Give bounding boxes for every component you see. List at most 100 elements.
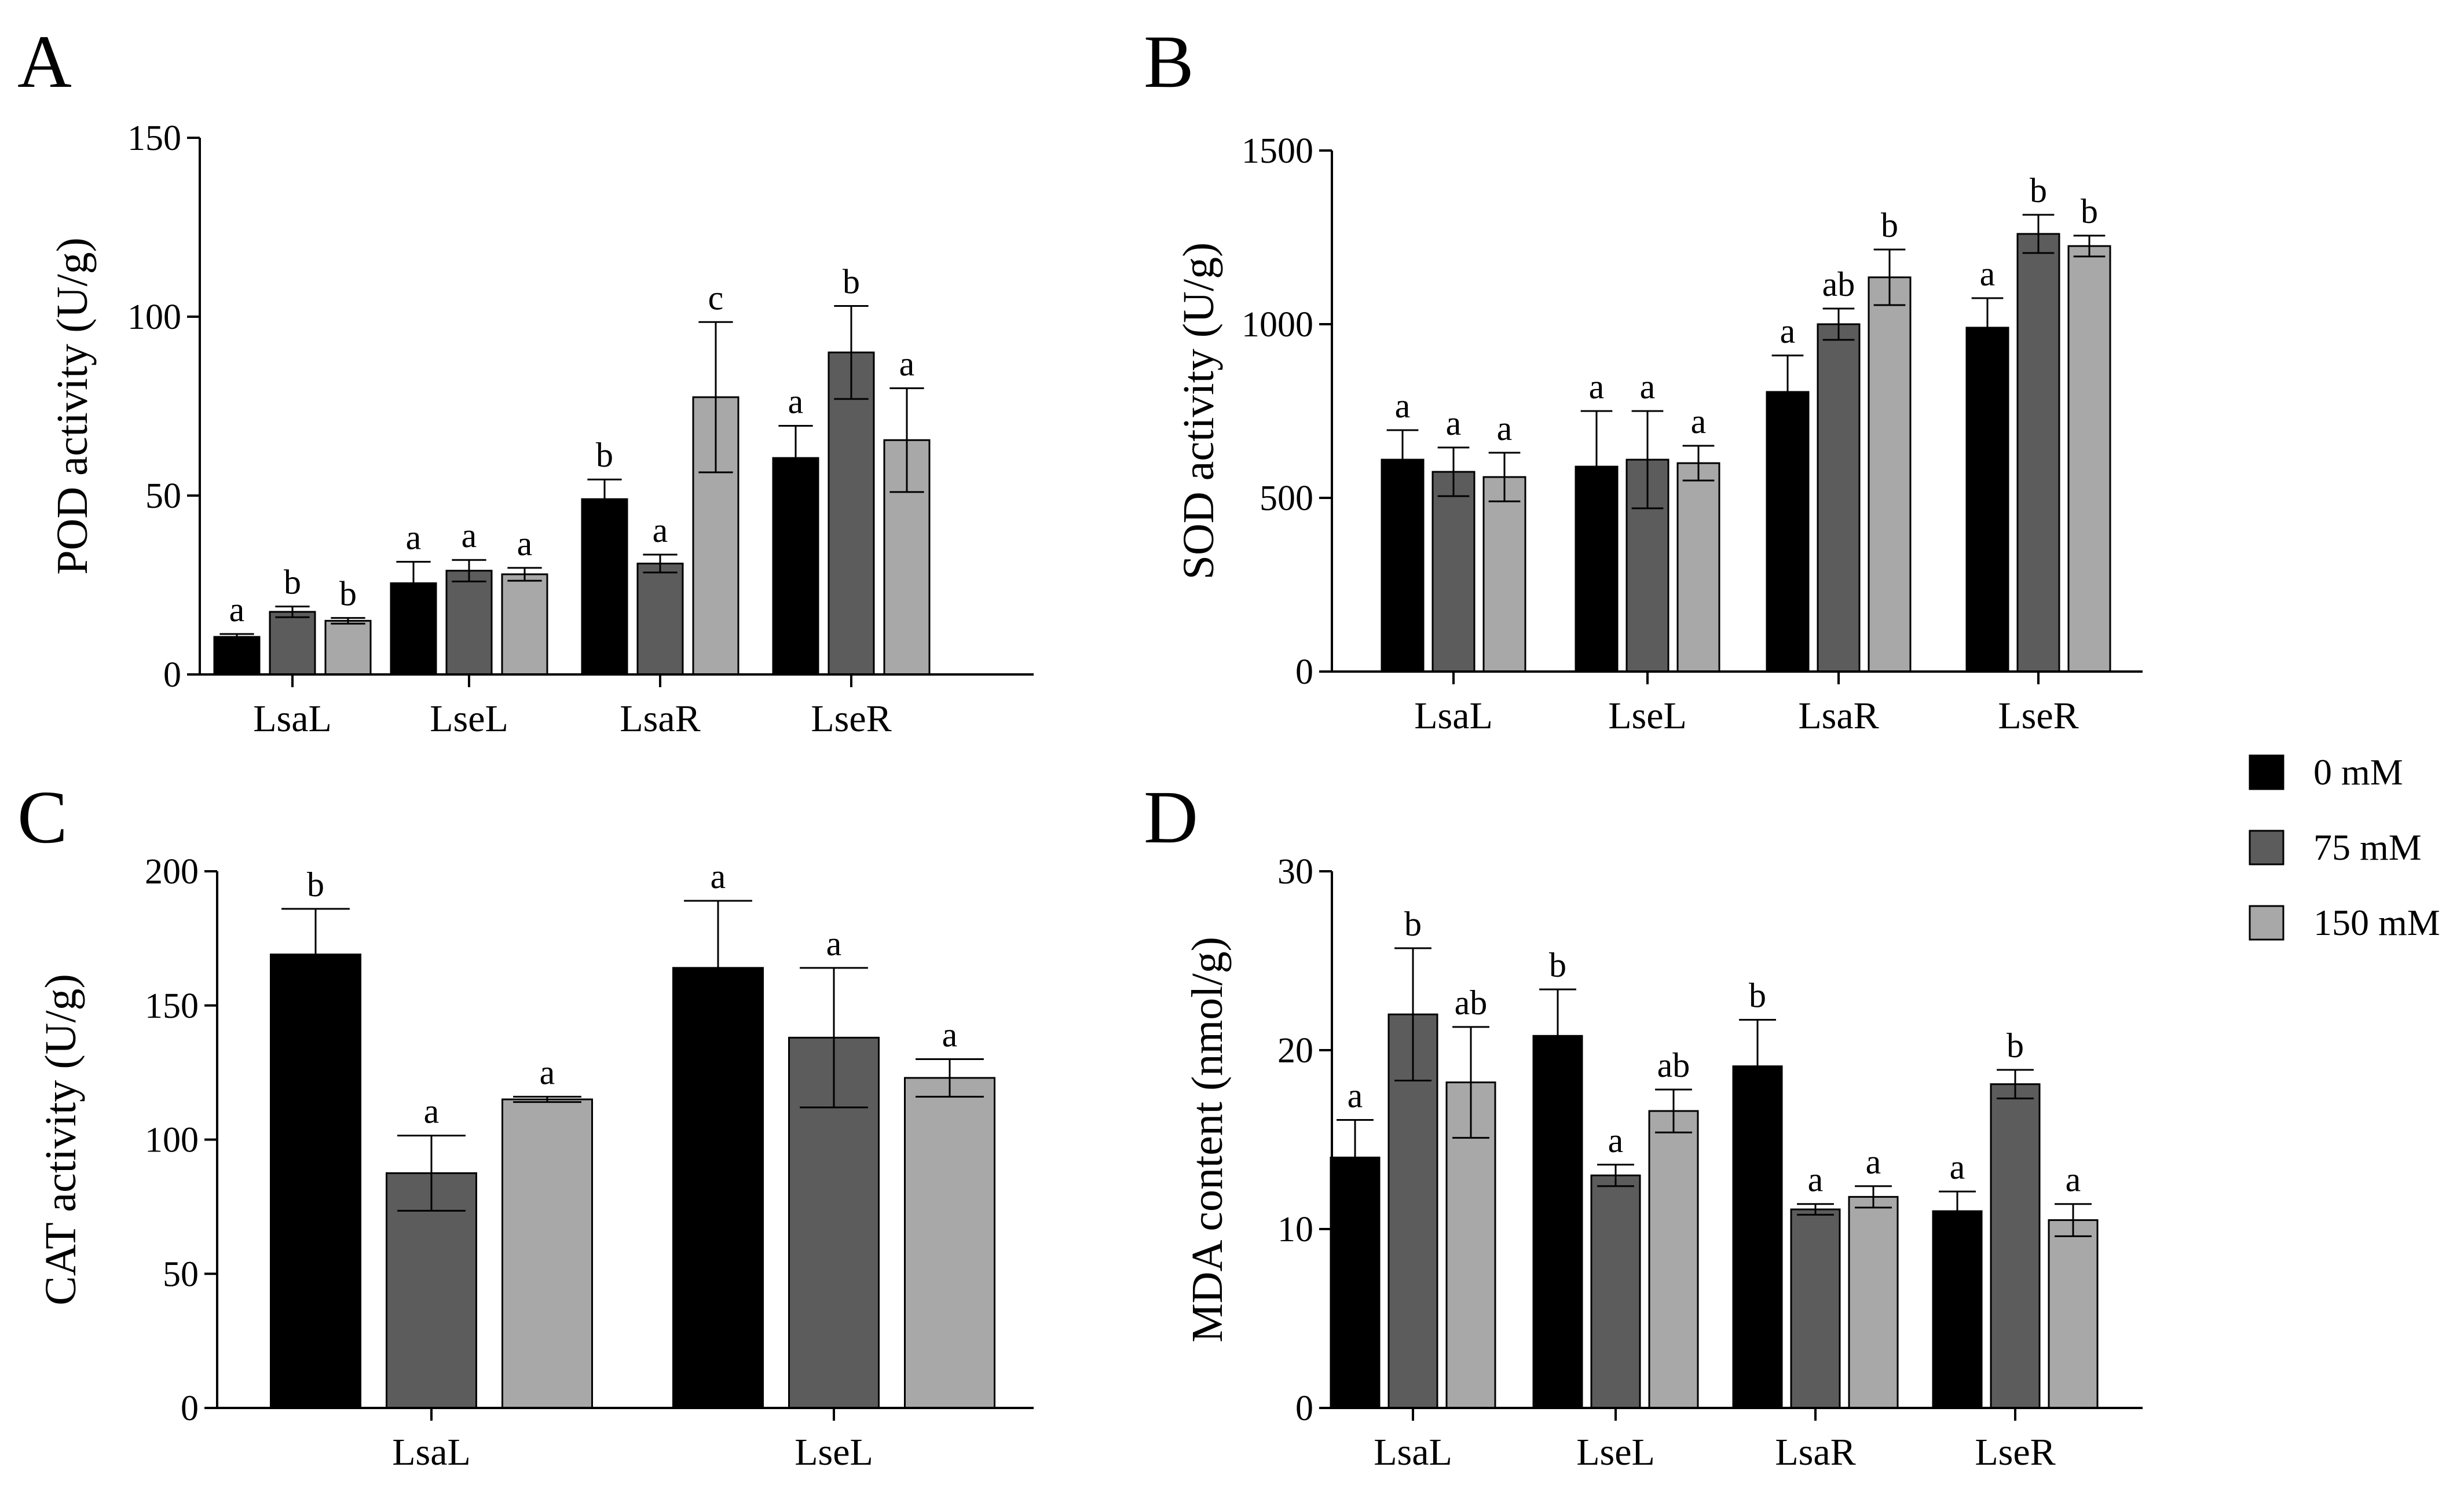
- error-bar-LseR-0mM: [778, 424, 813, 492]
- significance-letter: b: [284, 563, 301, 602]
- significance-letter: b: [339, 574, 357, 613]
- bar-LsaL-150mM: [501, 1098, 593, 1409]
- error-bar-LsaR-150mM: [1873, 248, 1906, 306]
- x-category-label: LseR: [811, 698, 891, 740]
- error-bar-LseL-0mM: [684, 900, 752, 1036]
- y-axis-title: SOD activity (U/g): [1174, 243, 1223, 580]
- error-bar-LseL-0mM: [1580, 410, 1613, 523]
- significance-letter: b: [843, 262, 860, 300]
- x-category-label: LsaL: [1414, 695, 1493, 737]
- y-tick-label: 50: [163, 1255, 199, 1294]
- error-bar-LseL-150mM: [507, 567, 542, 582]
- bar-LsaL-150mM: [1482, 476, 1526, 673]
- y-axis-title: POD activity (U/g): [48, 237, 97, 575]
- bar-LsaL-75mM: [1431, 471, 1476, 673]
- y-tick-label: 1000: [1242, 305, 1313, 344]
- significance-letter: a: [653, 511, 668, 549]
- y-tick-label: 1500: [1242, 131, 1313, 171]
- legend-label-0mm: 0 mM: [2313, 751, 2403, 793]
- bar-LsaL-0mM: [213, 636, 261, 676]
- bar-LsaL-0mM: [1330, 1156, 1381, 1409]
- significance-letter: a: [788, 382, 804, 420]
- significance-letter: ab: [1455, 984, 1488, 1022]
- y-tick-label: 30: [1277, 852, 1313, 892]
- x-category-label: LsaR: [1798, 695, 1879, 737]
- bar-LsaR-75mM: [1790, 1208, 1841, 1409]
- error-bar-LsaL-0mM: [1337, 1119, 1374, 1196]
- significance-letter: a: [1640, 368, 1656, 406]
- significance-letter: a: [899, 345, 915, 383]
- error-bar-LseL-0mM: [1539, 988, 1576, 1084]
- bar-LseR-75mM: [828, 351, 875, 676]
- error-bar-LseR-150mM: [2073, 234, 2106, 258]
- legend-swatch-150mm: [2249, 905, 2284, 941]
- y-tick-label: 100: [127, 298, 181, 337]
- significance-letter: a: [540, 1053, 555, 1091]
- bar-LseL-150mM: [904, 1077, 995, 1409]
- error-bar-LsaR-75mM: [1797, 1203, 1834, 1216]
- legend-label-75mm: 75 mM: [2313, 827, 2422, 868]
- panel-c: C CAT activity (U/g) b a a a a a 0 50 100 150 200 Lsa…: [17, 776, 1034, 1473]
- y-tick-label: 10: [1277, 1210, 1313, 1249]
- bar-LsaL-0mM: [270, 953, 361, 1409]
- significance-letter: c: [708, 278, 724, 317]
- error-bar-LseR-150mM: [2055, 1203, 2092, 1237]
- y-axis-title: CAT activity (U/g): [36, 974, 85, 1305]
- error-bar-LsaL-75mM: [397, 1135, 466, 1212]
- significance-letter: b: [1549, 946, 1566, 984]
- significance-letter: a: [462, 516, 477, 555]
- x-category-label: LseR: [1975, 1431, 2055, 1473]
- significance-letter: b: [1404, 905, 1422, 943]
- y-tick-label: 0: [1295, 1389, 1313, 1428]
- bar-LseL-0mM: [672, 967, 764, 1409]
- bar-LsaR-75mM: [1817, 323, 1861, 673]
- bar-LseL-150mM: [1648, 1110, 1699, 1409]
- error-bar-LseL-75mM: [800, 967, 868, 1109]
- error-bar-LsaL-150mM: [1488, 452, 1521, 503]
- error-bar-LseL-75mM: [452, 559, 486, 582]
- panel-letter: A: [17, 20, 72, 104]
- significance-letter: b: [307, 865, 324, 904]
- significance-letter: a: [1866, 1143, 1881, 1181]
- error-bar-LsaR-75mM: [643, 553, 678, 574]
- error-bar-LseL-75mM: [1597, 1164, 1634, 1187]
- bar-LseL-0mM: [1532, 1035, 1583, 1409]
- significance-letter: b: [2030, 171, 2047, 210]
- y-tick-label: 200: [145, 852, 199, 892]
- significance-letter: a: [1497, 409, 1513, 448]
- x-category-label: LsaL: [392, 1431, 471, 1473]
- error-bar-LsaL-75mM: [1437, 446, 1470, 497]
- x-category-label: LseR: [1998, 695, 2078, 737]
- error-bar-LsaR-0mM: [1771, 354, 1804, 430]
- significance-letter: a: [1395, 387, 1411, 425]
- significance-letter: a: [1446, 404, 1462, 442]
- significance-letter: a: [1589, 368, 1605, 406]
- bar-LsaR-0mM: [1766, 391, 1810, 673]
- legend-swatch-0mm: [2249, 754, 2284, 790]
- bar-LseR-150mM: [2048, 1219, 2099, 1409]
- significance-letter: b: [2081, 192, 2098, 230]
- y-tick-label: 0: [1295, 652, 1313, 692]
- x-category-label: LseL: [1608, 695, 1687, 737]
- y-tick-label: 50: [145, 476, 181, 516]
- error-bar-LsaL-150mM: [331, 617, 365, 625]
- bar-LseL-75mM: [1590, 1174, 1641, 1409]
- error-bar-LsaR-0mM: [1739, 1018, 1776, 1114]
- panel-letter: C: [17, 776, 68, 859]
- y-tick-label: 0: [163, 655, 181, 695]
- legend: 0 mM 75 mM 150 mM: [2249, 751, 2440, 943]
- error-bar-LseR-75mM: [2022, 214, 2055, 254]
- bar-LseR-75mM: [2016, 233, 2060, 673]
- error-bar-LsaL-0mM: [219, 633, 254, 641]
- bar-LseL-150mM: [1676, 462, 1720, 673]
- significance-letter: b: [2007, 1026, 2024, 1065]
- bar-LseR-75mM: [1990, 1083, 2041, 1409]
- significance-letter: a: [517, 525, 533, 563]
- x-category-label: LseL: [1576, 1431, 1655, 1473]
- significance-letter: a: [1808, 1161, 1824, 1199]
- legend-swatch-75mm: [2249, 830, 2284, 865]
- bar-LsaL-75mM: [269, 611, 316, 676]
